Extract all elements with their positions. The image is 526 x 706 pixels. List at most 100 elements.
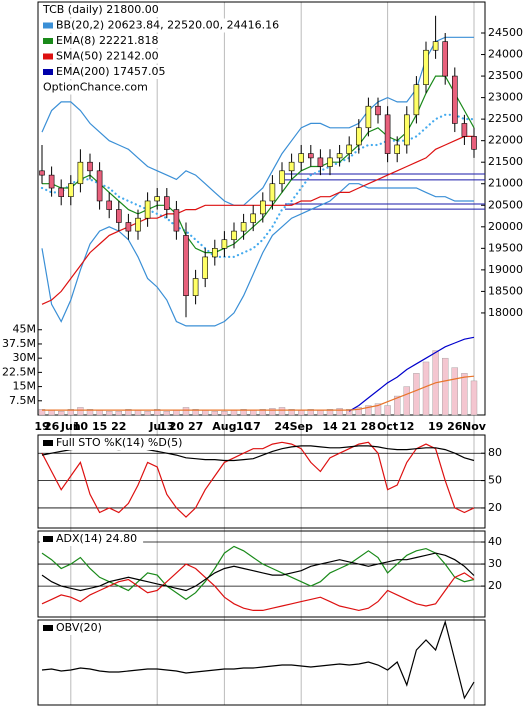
x-tick-label: 12 <box>399 420 414 433</box>
candle-body <box>221 239 228 249</box>
candle-body <box>451 75 458 124</box>
volume-bar <box>259 409 266 416</box>
legend-label: ADX(14) 24.80 <box>56 532 137 545</box>
legend-label: EMA(8) 22221.818 <box>56 34 159 47</box>
indicator-line <box>41 183 474 327</box>
legend-swatch <box>43 440 53 446</box>
candle-body <box>471 136 477 150</box>
y2-tick-label: 30M <box>13 351 37 364</box>
x-tick-label: 24 <box>274 420 290 433</box>
y2-tick-label: 45M <box>13 323 37 336</box>
x-tick-label: 10 <box>73 420 89 433</box>
volume-bar <box>374 403 382 416</box>
x-tick-label: Nov <box>462 420 487 433</box>
legend-label: EMA(200) 17457.05 <box>56 65 166 78</box>
volume-bar <box>461 373 468 416</box>
volume-bar <box>134 410 142 416</box>
x-tick-label: 27 <box>188 420 203 433</box>
x-tick-label: 26 <box>447 420 463 433</box>
indicator-line <box>41 563 475 612</box>
panel-frame <box>37 530 486 618</box>
candle-body <box>375 105 381 116</box>
indicator-line <box>41 441 475 518</box>
panel-frame <box>37 619 486 706</box>
volume-bar <box>269 408 276 416</box>
y-tick-label: 24500 <box>488 26 523 39</box>
panel-frame <box>37 434 486 529</box>
candle-body <box>212 248 218 258</box>
volume-bar <box>38 409 46 416</box>
x-tick-label: 26 <box>44 420 60 433</box>
y-tick-label: 20000 <box>488 220 523 233</box>
volume-bar <box>182 407 190 416</box>
candle-body <box>461 123 468 137</box>
volume-bar <box>105 411 113 416</box>
legend-label: TCB (daily) 21800.00 <box>42 3 159 16</box>
candle-body <box>164 196 170 210</box>
candle-body <box>413 84 420 116</box>
y-tick-label: 21500 <box>488 155 523 168</box>
candle-body <box>317 157 324 167</box>
candle-body <box>403 114 410 146</box>
legend-background <box>40 436 189 450</box>
legend-background <box>40 532 144 546</box>
volume-bar <box>317 410 324 416</box>
x-tick-label: 10 <box>236 420 252 433</box>
y-tick-label: 23500 <box>488 69 523 82</box>
candle-body <box>87 161 93 172</box>
volume-bar <box>173 410 180 416</box>
y-tick-label: 22000 <box>488 134 523 147</box>
x-tick-label: Jul <box>148 420 165 433</box>
y-tick-label: 20 <box>488 501 502 514</box>
x-tick-label: 21 <box>342 420 357 433</box>
volume-bar <box>403 386 410 416</box>
volume-bar <box>67 409 75 416</box>
legend-background <box>40 49 165 64</box>
candle-body <box>183 235 189 297</box>
indicator-line <box>42 375 475 411</box>
candle-body <box>48 174 55 189</box>
candle-body <box>144 200 151 219</box>
candle-body <box>423 49 429 85</box>
y-tick-label: 19500 <box>488 241 523 254</box>
volume-bar <box>86 409 94 416</box>
candle-body <box>68 183 74 197</box>
volume-bar <box>221 411 228 416</box>
volume-bar <box>125 409 132 416</box>
indicator-line <box>40 113 476 258</box>
candle-body <box>96 170 103 202</box>
x-tick-label: Oct <box>377 420 398 433</box>
legend-swatch <box>43 22 53 29</box>
legend-background <box>40 621 108 635</box>
y-tick-label: 18500 <box>488 284 523 297</box>
legend-label: SMA(50) 22142.00 <box>56 50 159 63</box>
x-tick-label: 19 <box>34 420 49 433</box>
volume-bar <box>278 407 286 416</box>
y-tick-label: 18000 <box>488 306 523 319</box>
candle-body <box>346 144 353 154</box>
volume-bar <box>96 410 103 416</box>
x-tick-label: 20 <box>169 420 185 433</box>
x-tick-label: 14 <box>322 420 338 433</box>
legend-swatch <box>43 536 53 542</box>
volume-bar <box>144 411 151 416</box>
x-tick-label: Sep <box>290 420 313 433</box>
legend-background <box>40 65 172 79</box>
volume-bar <box>240 409 247 416</box>
volume-bar <box>451 367 458 416</box>
candle-body <box>327 157 333 167</box>
x-tick-label: Jun <box>60 420 81 433</box>
legend-label: OptionChance.com <box>43 81 148 94</box>
volume-bar <box>298 410 305 416</box>
legend-swatch <box>43 53 53 60</box>
candle-body <box>106 200 112 210</box>
candle-body <box>269 183 276 202</box>
legend-swatch <box>43 69 53 75</box>
volume-bar <box>163 411 171 416</box>
volume-bar <box>77 407 84 416</box>
y-tick-label: 24000 <box>488 48 523 61</box>
y-tick-label: 20 <box>488 579 502 592</box>
y-tick-label: 19000 <box>488 263 523 276</box>
